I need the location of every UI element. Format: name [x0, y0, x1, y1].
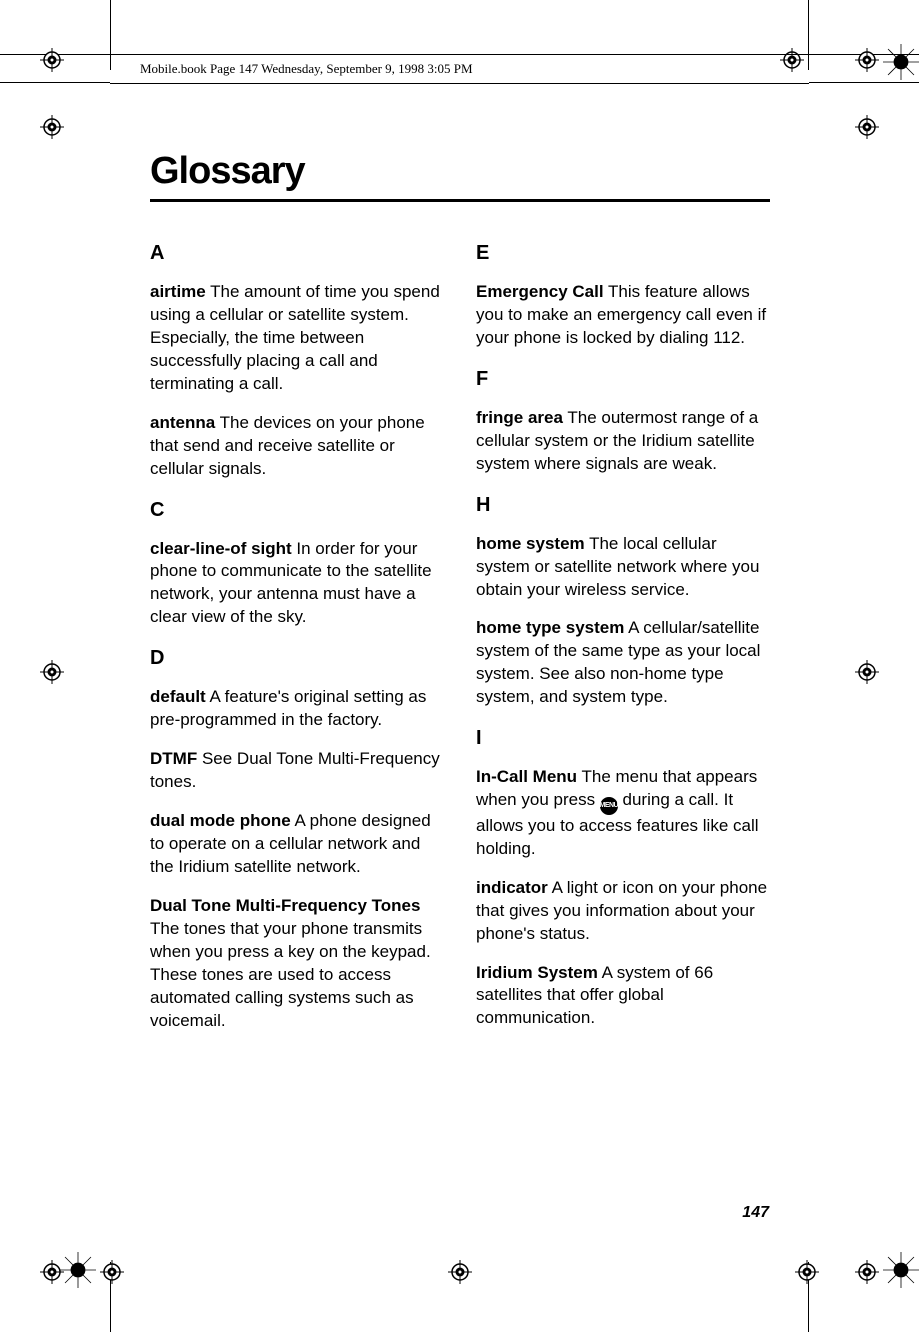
section-letter: F: [476, 366, 770, 393]
registration-mark-icon: [40, 115, 64, 139]
document-page: Mobile.book Page 147 Wednesday, Septembe…: [0, 0, 919, 1332]
section-letter: H: [476, 492, 770, 519]
glossary-entry: home system The local cellular system or…: [476, 533, 770, 602]
glossary-entry: indicator A light or icon on your phone …: [476, 877, 770, 946]
glossary-term: Dual Tone Multi-Frequency Tones: [150, 896, 420, 915]
registration-mark-icon: [100, 1260, 124, 1284]
title-rule: [150, 199, 770, 202]
section-letter: C: [150, 497, 444, 524]
glossary-term: home system: [476, 534, 585, 553]
section-letter: A: [150, 240, 444, 267]
glossary-term: home type system: [476, 618, 624, 637]
glossary-term: default: [150, 687, 206, 706]
glossary-term: DTMF: [150, 749, 197, 768]
glossary-term: fringe area: [476, 408, 563, 427]
registration-mark-icon: [855, 1260, 879, 1284]
glossary-term: indicator: [476, 878, 548, 897]
registration-mark-icon: [855, 115, 879, 139]
glossary-entry: Iridium System A system of 66 satellites…: [476, 962, 770, 1031]
glossary-entry: clear-line-of sight In order for your ph…: [150, 538, 444, 630]
registration-mark-icon: [795, 1260, 819, 1284]
sunburst-mark-icon: [883, 44, 919, 80]
glossary-entry: airtime The amount of time you spend usi…: [150, 281, 444, 396]
column-left: Aairtime The amount of time you spend us…: [150, 226, 444, 1048]
glossary-definition: The tones that your phone transmits when…: [150, 919, 431, 1030]
crop-line: [0, 82, 110, 83]
glossary-entry: Dual Tone Multi-Frequency Tones The tone…: [150, 895, 444, 1033]
running-header: Mobile.book Page 147 Wednesday, Septembe…: [110, 54, 809, 84]
section-letter: D: [150, 645, 444, 672]
page-content: Glossary Aairtime The amount of time you…: [150, 150, 770, 1048]
section-letter: I: [476, 725, 770, 752]
glossary-term: antenna: [150, 413, 215, 432]
registration-mark-icon: [855, 48, 879, 72]
crop-line: [809, 82, 919, 83]
glossary-entry: default A feature's original setting as …: [150, 686, 444, 732]
glossary-entry: In-Call Menu The menu that appears when …: [476, 766, 770, 861]
page-title: Glossary: [150, 150, 770, 193]
glossary-term: In-Call Menu: [476, 767, 577, 786]
glossary-entry: DTMF See Dual Tone Multi-Frequency tones…: [150, 748, 444, 794]
glossary-entry: Emergency Call This feature allows you t…: [476, 281, 770, 350]
glossary-term: Emergency Call: [476, 282, 604, 301]
page-number: 147: [742, 1204, 769, 1222]
column-right: E Emergency Call This feature allows you …: [476, 226, 770, 1048]
glossary-entry: antenna The devices on your phone that s…: [150, 412, 444, 481]
section-letter: E: [476, 240, 770, 267]
sunburst-mark-icon: [60, 1252, 96, 1288]
glossary-entry: fringe area The outermost range of a cel…: [476, 407, 770, 476]
registration-mark-icon: [448, 1260, 472, 1284]
registration-mark-icon: [855, 660, 879, 684]
columns: Aairtime The amount of time you spend us…: [150, 226, 770, 1048]
glossary-term: dual mode phone: [150, 811, 291, 830]
glossary-term: clear-line-of sight: [150, 539, 292, 558]
registration-mark-icon: [40, 660, 64, 684]
glossary-entry: dual mode phone A phone designed to oper…: [150, 810, 444, 879]
glossary-term: airtime: [150, 282, 206, 301]
menu-button-icon: MENU: [600, 797, 618, 815]
sunburst-mark-icon: [883, 1252, 919, 1288]
glossary-entry: home type system A cellular/satellite sy…: [476, 617, 770, 709]
glossary-term: Iridium System: [476, 963, 598, 982]
registration-mark-icon: [40, 48, 64, 72]
running-header-text: Mobile.book Page 147 Wednesday, Septembe…: [110, 61, 473, 77]
